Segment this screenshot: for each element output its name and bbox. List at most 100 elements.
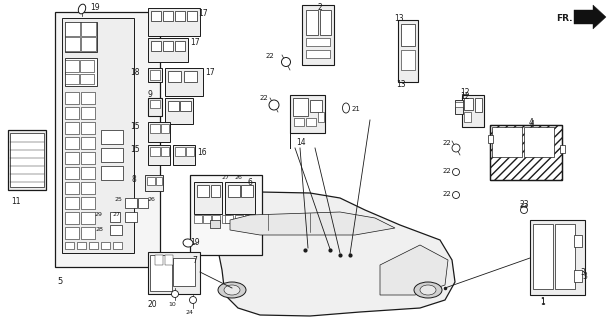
Bar [455,100,463,114]
Ellipse shape [78,4,86,14]
Text: 13: 13 [396,80,406,89]
Bar [81,92,95,104]
Text: 11: 11 [11,197,20,206]
Bar [65,242,74,249]
Bar [138,198,148,208]
Bar [318,112,324,122]
Bar [175,11,185,21]
Bar [490,125,562,180]
Bar [150,124,160,133]
Bar [8,130,46,190]
Bar [65,60,79,72]
Bar [81,152,95,164]
Text: 2: 2 [318,3,323,12]
Bar [65,58,97,86]
Text: 6: 6 [248,178,253,187]
Bar [184,71,197,82]
Text: 20: 20 [148,300,158,309]
Text: 3: 3 [580,268,585,277]
Bar [175,147,185,156]
Bar [125,212,137,222]
Bar [55,12,160,267]
Bar [151,41,161,51]
Bar [81,22,96,36]
Bar [194,182,222,214]
Bar [294,118,304,126]
Bar [228,185,240,197]
Bar [180,101,191,111]
Bar [65,197,79,209]
Bar [210,220,220,228]
Polygon shape [205,192,455,316]
Bar [110,212,120,222]
Bar [225,215,233,223]
Bar [401,24,415,46]
Bar [148,8,200,36]
Bar [81,182,95,194]
Bar [225,182,255,214]
Bar [168,101,179,111]
Bar [148,38,188,62]
Bar [65,74,79,84]
Polygon shape [230,212,395,235]
Text: 27: 27 [222,175,230,180]
Bar [148,98,162,116]
Bar [306,10,318,35]
Bar [320,10,331,35]
Text: 5: 5 [57,277,62,286]
Ellipse shape [452,169,460,175]
Text: 18: 18 [130,68,140,77]
Ellipse shape [520,206,528,213]
Bar [148,145,170,165]
Text: 4: 4 [529,118,534,127]
Bar [464,98,473,110]
Text: 4: 4 [530,120,535,129]
Bar [155,255,163,265]
Ellipse shape [452,191,460,198]
Text: 26: 26 [235,175,243,180]
Bar [492,127,522,157]
Text: 10: 10 [168,302,176,307]
Ellipse shape [343,103,349,113]
Text: 25: 25 [115,197,123,202]
Bar [65,182,79,194]
Text: 12: 12 [460,92,469,101]
Text: 8: 8 [132,175,136,184]
Text: FR.: FR. [556,14,572,23]
Bar [81,227,95,239]
Ellipse shape [218,282,246,298]
Bar [65,22,97,52]
Ellipse shape [414,282,442,298]
Polygon shape [380,245,448,295]
Bar [150,100,160,108]
Bar [62,18,134,253]
Bar [81,212,95,224]
Bar [398,20,418,82]
Bar [306,38,330,46]
Bar [65,167,79,179]
Text: 21: 21 [352,106,361,112]
Bar [101,166,123,180]
Bar [81,122,95,134]
Bar [10,133,44,187]
Text: 24: 24 [186,310,194,315]
Text: 22: 22 [443,168,452,174]
Ellipse shape [190,297,196,303]
Bar [156,177,162,185]
Text: 19: 19 [90,3,100,12]
Text: 1: 1 [540,297,545,306]
Bar [302,5,334,65]
Bar [212,215,220,223]
Bar [203,215,211,223]
Bar [241,185,253,197]
Bar [101,130,123,144]
Text: 15: 15 [130,145,140,154]
Bar [81,37,96,51]
Bar [81,167,95,179]
Text: 14: 14 [296,138,305,147]
Bar [161,147,169,156]
Ellipse shape [269,100,279,110]
Bar [80,74,94,84]
Bar [150,70,160,80]
Text: 3: 3 [582,272,587,281]
